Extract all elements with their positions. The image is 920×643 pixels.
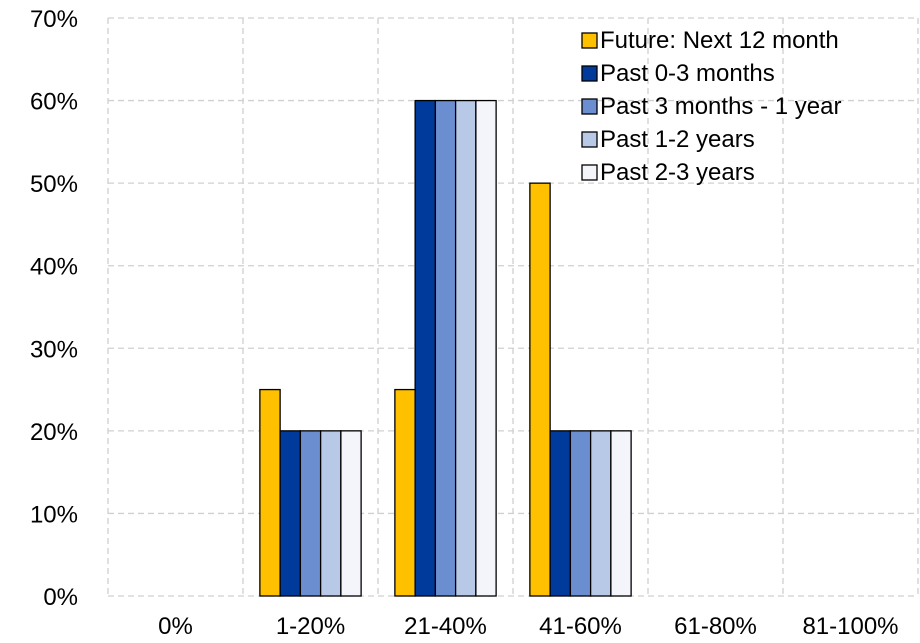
bar-series-4-21-40% — [475, 99, 497, 597]
x-tick-label: 0% — [158, 613, 193, 640]
y-tick-label: 30% — [30, 336, 78, 363]
bar-series-1-21-40% — [414, 99, 437, 597]
bar-series-3-21-40% — [454, 99, 477, 597]
legend-swatch — [581, 32, 598, 49]
legend-label: Past 1-2 years — [600, 126, 755, 153]
legend: Future: Next 12 month Past 0-3 months Past… — [581, 27, 841, 186]
gridlines — [107, 17, 919, 597]
x-axis-tick-labels: 0% 1-20% 21-40% 41-60% 61-80% 81-100% — [158, 613, 898, 640]
x-tick-label: 1-20% — [276, 613, 345, 640]
bar-series-3-41-60% — [589, 430, 612, 597]
bar-series-1-41-60% — [549, 430, 572, 597]
y-tick-label: 60% — [30, 89, 78, 116]
bar-series-4-1-20% — [340, 430, 362, 597]
y-tick-label: 10% — [30, 501, 78, 528]
y-axis-tick-labels: 0% 10% 20% 30% 40% 50% 60% 70% — [30, 6, 78, 611]
bars — [259, 99, 632, 597]
legend-label: Future: Next 12 month — [600, 27, 839, 54]
legend-label: Past 3 months - 1 year — [600, 93, 841, 120]
y-tick-label: 70% — [30, 6, 78, 33]
bar-series-3-1-20% — [319, 430, 342, 597]
bar-series-2-21-40% — [434, 99, 457, 597]
legend-label: Past 2-3 years — [600, 159, 755, 186]
x-tick-label: 81-100% — [802, 613, 898, 640]
bar-series-2-1-20% — [299, 430, 322, 597]
bar-series-0-21-40% — [394, 388, 416, 597]
x-tick-label: 21-40% — [404, 613, 487, 640]
legend-swatch — [581, 131, 598, 148]
legend-swatch — [581, 164, 598, 181]
y-tick-label: 0% — [43, 584, 78, 611]
legend-swatch — [581, 98, 598, 115]
y-tick-label: 50% — [30, 171, 78, 198]
y-tick-label: 20% — [30, 419, 78, 446]
x-tick-label: 61-80% — [674, 613, 757, 640]
x-tick-label: 41-60% — [539, 613, 622, 640]
bar-series-1-1-20% — [279, 430, 302, 597]
bar-series-2-41-60% — [569, 430, 592, 597]
legend-label: Past 0-3 months — [600, 60, 775, 87]
y-tick-label: 40% — [30, 254, 78, 281]
bar-series-4-41-60% — [610, 430, 632, 597]
bar-series-0-41-60% — [529, 182, 551, 597]
legend-swatch — [581, 65, 598, 82]
bar-series-0-1-20% — [259, 388, 281, 597]
